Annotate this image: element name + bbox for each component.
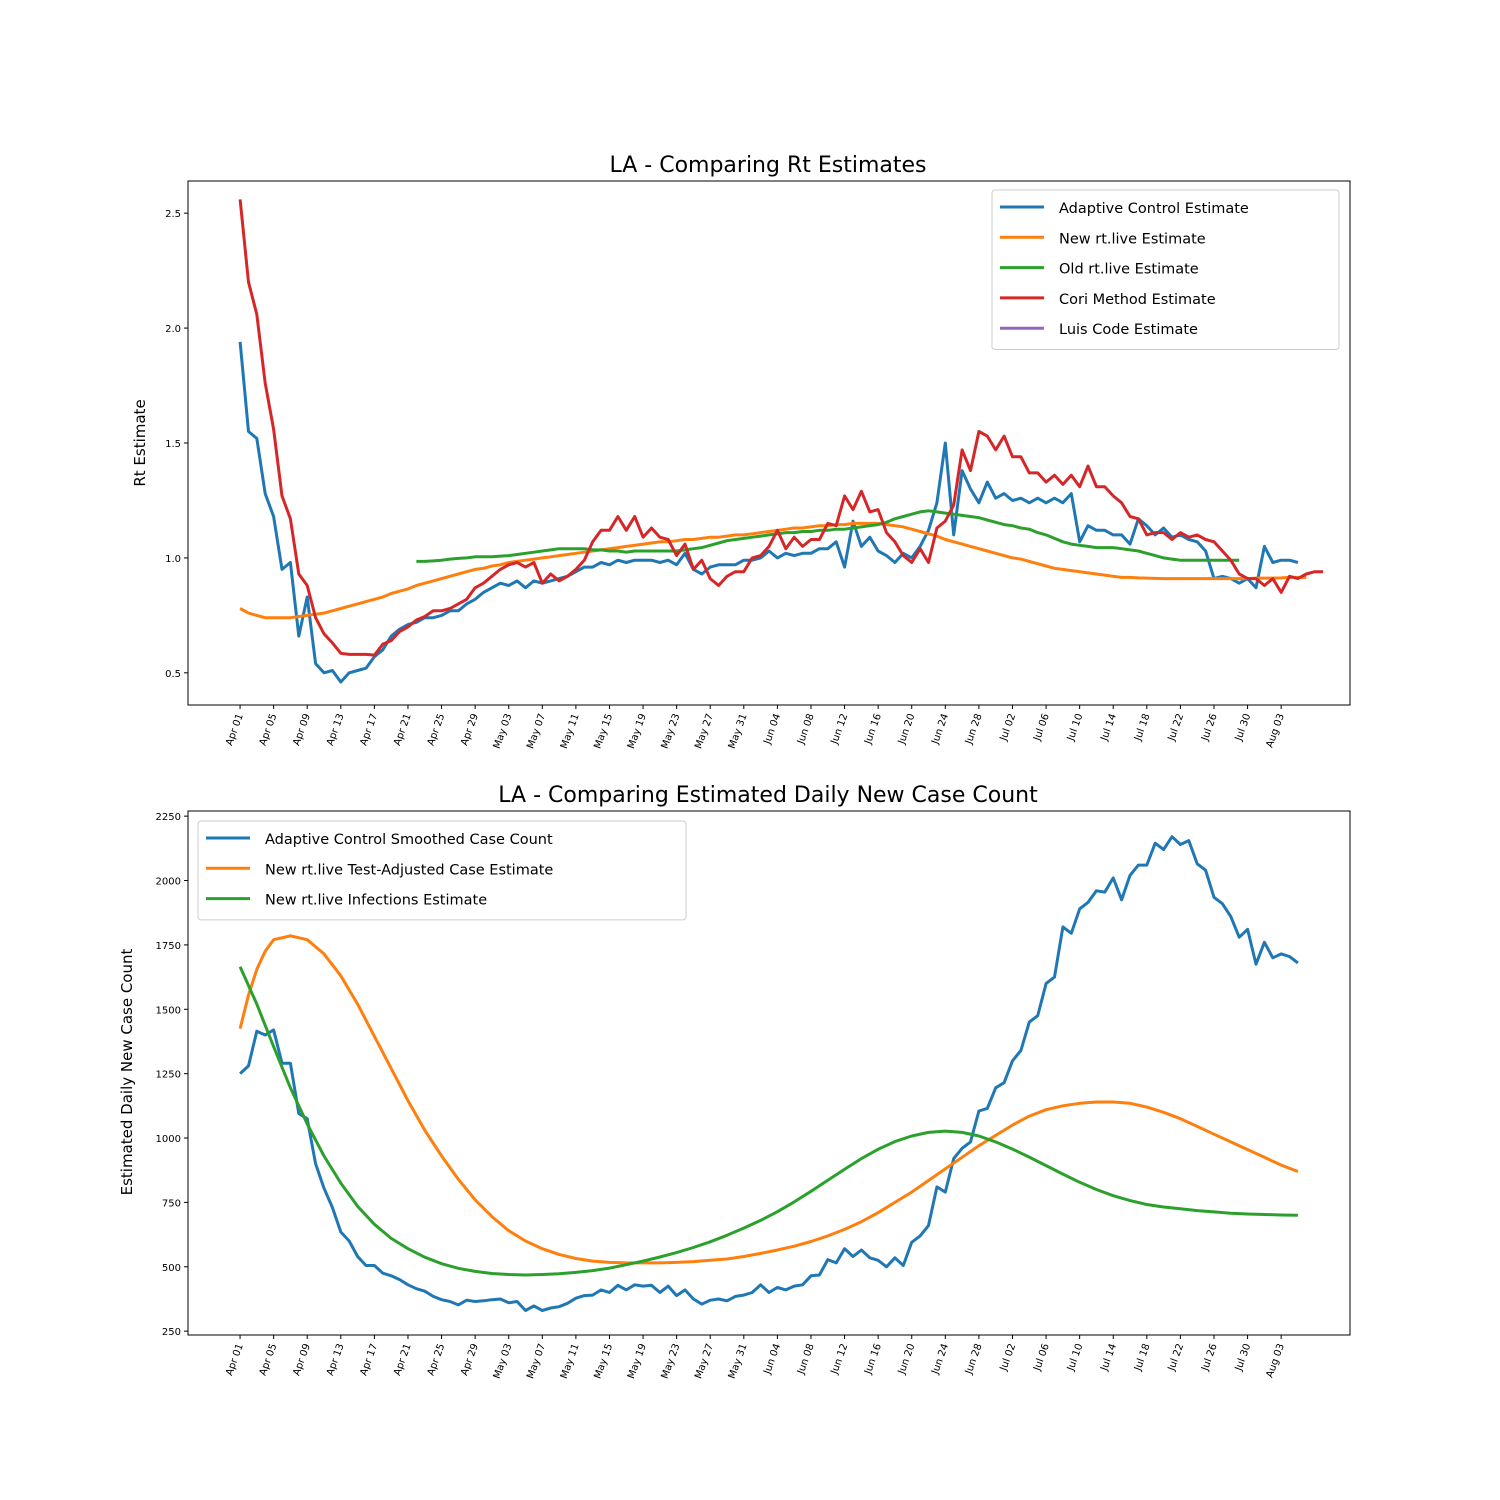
series-line-cori-method-estimate bbox=[238, 199, 1324, 657]
legend-label: New rt.live Estimate bbox=[1059, 231, 1206, 247]
y-tick-label: 2000 bbox=[156, 877, 181, 888]
legend: Adaptive Control Smoothed Case Count New … bbox=[197, 820, 687, 921]
y-tick-label: 1.5 bbox=[165, 439, 181, 450]
y-tick-label: 2.5 bbox=[165, 209, 181, 220]
y-axis-label: Rt Estimate bbox=[131, 399, 149, 486]
legend-label: Luis Code Estimate bbox=[1059, 322, 1198, 338]
y-tick-label: 1000 bbox=[156, 1134, 181, 1145]
rt-estimates-chart: LA - Comparing Rt Estimates Rt Estimate … bbox=[131, 153, 1351, 750]
y-tick-label: 0.5 bbox=[165, 669, 181, 680]
y-tick-label: 1250 bbox=[156, 1070, 181, 1081]
case-count-chart: LA - Comparing Estimated Daily New Case … bbox=[118, 783, 1351, 1380]
y-tick-label: 2250 bbox=[156, 812, 181, 823]
legend-label: New rt.live Infections Estimate bbox=[265, 893, 487, 909]
y-axis-label: Estimated Daily New Case Count bbox=[118, 948, 136, 1195]
series-line-new-rt-live-infections-estimate bbox=[238, 966, 1298, 1277]
y-tick-label: 1500 bbox=[156, 1005, 181, 1016]
series-line-old-rt-live-estimate bbox=[416, 509, 1240, 563]
y-tick-label: 250 bbox=[162, 1327, 181, 1338]
series-line-adaptive-control-smoothed-case-count bbox=[239, 835, 1299, 1312]
y-tick-label: 750 bbox=[162, 1198, 181, 1209]
y-tick-label: 1750 bbox=[156, 941, 181, 952]
plot-area bbox=[238, 835, 1299, 1312]
legend-label: Adaptive Control Smoothed Case Count bbox=[265, 832, 553, 848]
legend-label: Adaptive Control Estimate bbox=[1059, 201, 1249, 217]
legend-box bbox=[197, 820, 687, 921]
series-line-new-rt-live-test-adjusted-case-estimate bbox=[238, 934, 1299, 1265]
chart-title: LA - Comparing Rt Estimates bbox=[609, 153, 926, 178]
legend-label: Old rt.live Estimate bbox=[1059, 262, 1199, 278]
y-tick-label: 1.0 bbox=[165, 554, 181, 565]
legend-label: Cori Method Estimate bbox=[1059, 292, 1216, 308]
y-tick-label: 2.0 bbox=[165, 324, 181, 335]
series-line-new-rt-live-estimate bbox=[239, 521, 1307, 620]
axes-frame bbox=[187, 810, 1351, 1336]
plot-area bbox=[238, 199, 1324, 684]
chart-title: LA - Comparing Estimated Daily New Case … bbox=[498, 783, 1038, 808]
legend: Adaptive Control Estimate New rt.live Est… bbox=[991, 189, 1340, 350]
series-line-adaptive-control-estimate bbox=[238, 341, 1299, 684]
legend-box bbox=[991, 189, 1340, 350]
y-tick-label: 500 bbox=[162, 1263, 181, 1274]
legend-label: New rt.live Test-Adjusted Case Estimate bbox=[265, 862, 553, 878]
